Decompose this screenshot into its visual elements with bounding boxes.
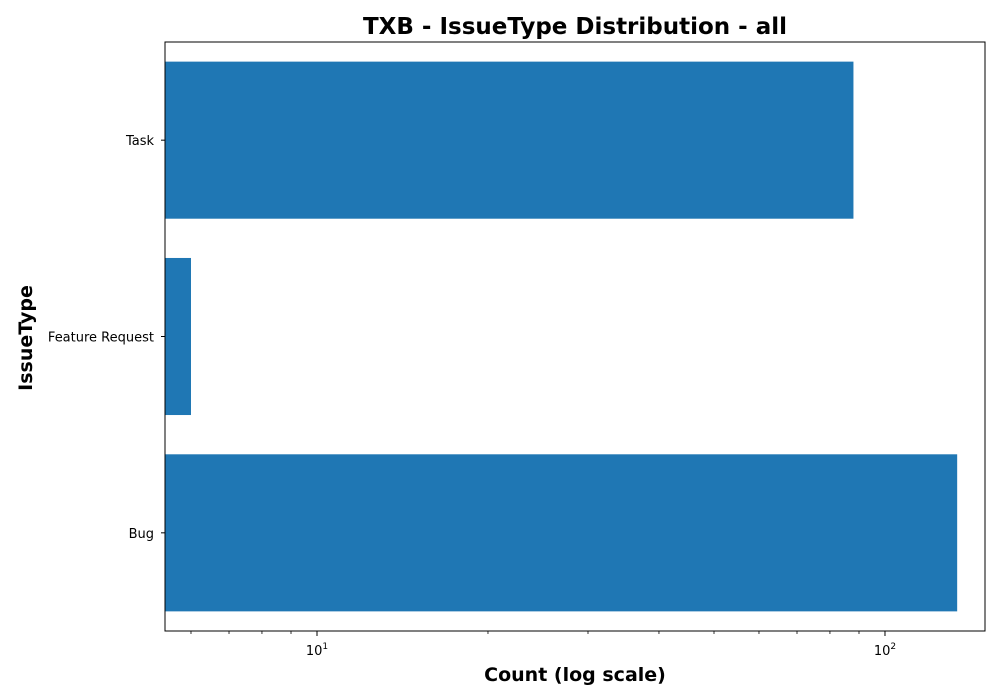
y-axis-label: IssueType xyxy=(15,285,37,391)
y-axis: Bug Feature Request Task xyxy=(48,134,165,542)
bar-task xyxy=(165,61,854,219)
bar-bug xyxy=(165,454,958,612)
bars-group xyxy=(165,61,958,612)
bar-feature-request xyxy=(165,257,191,416)
y-tick-label-task: Task xyxy=(125,134,155,149)
y-tick-label-bug: Bug xyxy=(129,527,154,542)
x-axis-label: Count (log scale) xyxy=(484,664,666,686)
x-tick-label: 101 xyxy=(306,642,328,659)
y-tick-label-feature-request: Feature Request xyxy=(48,331,154,346)
chart-title: TXB - IssueType Distribution - all xyxy=(363,14,787,40)
x-tick-label: 102 xyxy=(874,642,896,659)
x-axis: 101 102 xyxy=(190,631,896,659)
